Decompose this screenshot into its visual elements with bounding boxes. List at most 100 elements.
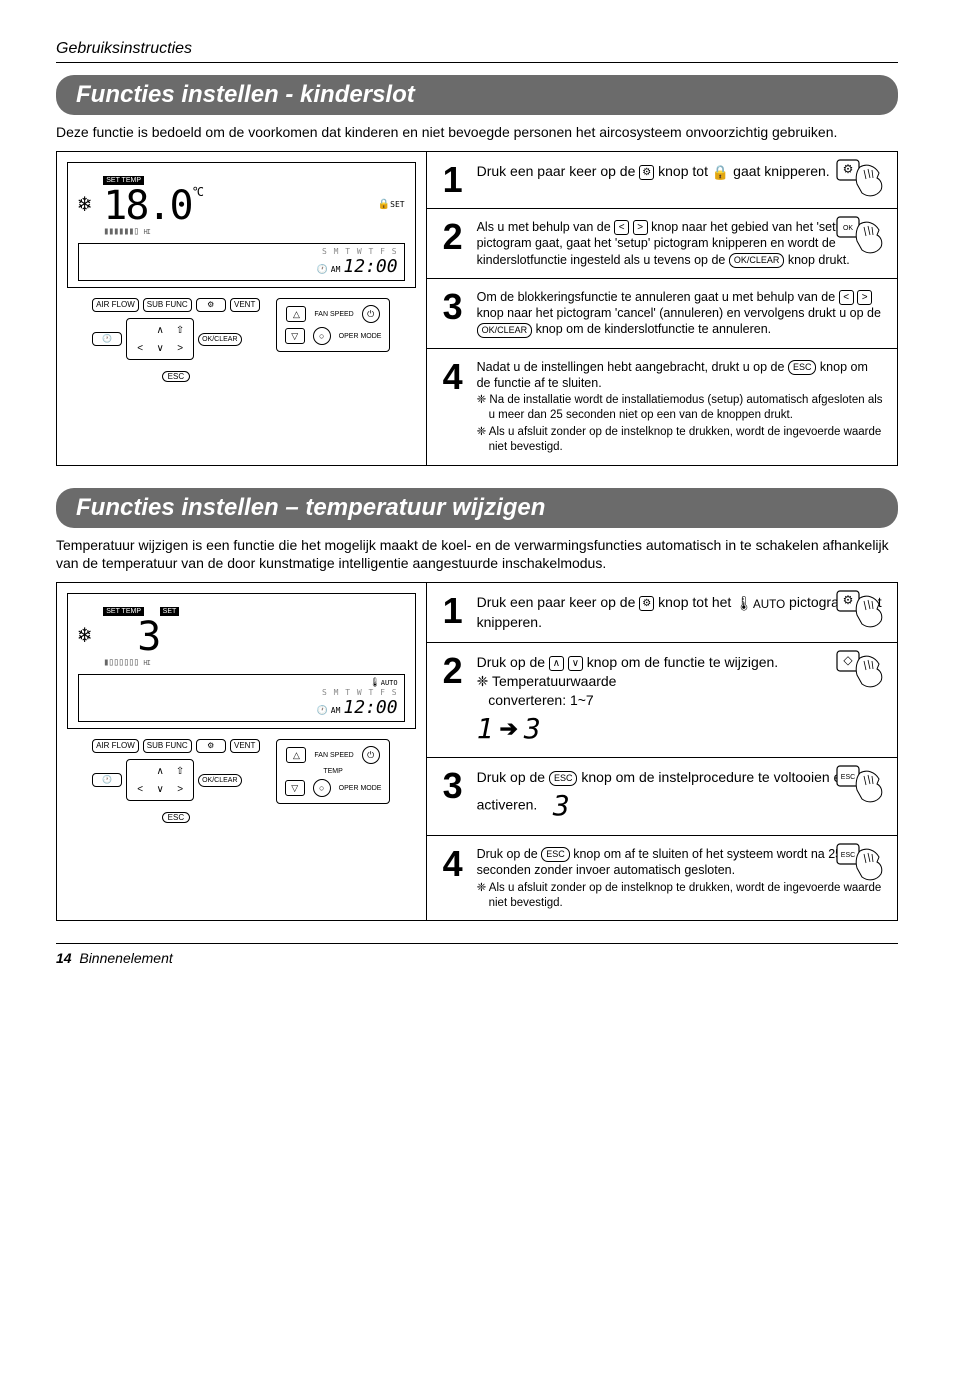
- esc-icon: ESC: [549, 771, 578, 786]
- display-panel-a: ❄ SET TEMP 18.0°C ▮▮▮▮▮▮▯ HI 🔒SET S M T …: [67, 162, 416, 288]
- clock-value: 12:00: [343, 256, 397, 277]
- arrow-pad[interactable]: ∧⇧ <∨>: [126, 759, 194, 801]
- gear-icon: ⚙: [639, 596, 654, 611]
- step: 1 Druk een paar keer op de ⚙ knop tot he…: [427, 583, 897, 643]
- left-icon: <: [839, 290, 854, 305]
- remote-b: △FAN SPEED⏻ TEMP ▽○OPER MODE: [276, 739, 391, 804]
- step-text: Druk een paar keer op de ⚙ knop tot 🔒 ga…: [477, 162, 885, 198]
- controls-a: AIR FLOW SUB FUNC ⚙ VENT 🕐 ∧⇧ <∨> OK/CLE…: [67, 298, 416, 384]
- ok-clear-button[interactable]: OK/CLEAR: [198, 774, 241, 787]
- snowflake-icon: ❄: [78, 192, 91, 217]
- timer-button[interactable]: 🕐: [92, 332, 122, 346]
- section-a-title: Functies instellen - kinderslot: [56, 75, 898, 115]
- step-number: 1: [439, 162, 467, 198]
- svg-text:OK: OK: [843, 225, 853, 232]
- right-icon: >: [857, 290, 872, 305]
- remote-power[interactable]: ⏻: [362, 746, 380, 764]
- clock-row-b: 🌡AUTO S M T W T F S 🕐AM 12:00: [78, 674, 405, 722]
- subfunc-button[interactable]: SUB FUNC: [143, 739, 192, 753]
- remote-a: △FAN SPEED⏻ ▽○OPER MODE: [276, 298, 391, 352]
- footer-label: Binnenelement: [79, 950, 172, 966]
- step-number: 2: [439, 653, 467, 747]
- step: 3 Om de blokkeringsfunctie te annuleren …: [427, 279, 897, 349]
- hand-press-icon: ◇: [835, 649, 889, 702]
- esc-button[interactable]: ESC: [162, 812, 190, 823]
- step-number: 4: [439, 846, 467, 910]
- lock-icon: 🔒: [712, 163, 729, 182]
- step: 1 Druk een paar keer op de ⚙ knop tot 🔒 …: [427, 152, 897, 209]
- remote-up[interactable]: △: [286, 747, 306, 763]
- step-text: Om de blokkeringsfunctie te annuleren ga…: [477, 289, 885, 338]
- page-footer: 14 Binnenelement: [56, 943, 898, 966]
- display-panel-b: ❄ SET TEMP SET 3 ▮▯▯▯▯▯▯ HI 🌡AUTO S M T …: [67, 593, 416, 729]
- step-text: Nadat u de instellingen hebt aangebracht…: [477, 359, 885, 455]
- remote-select[interactable]: ○: [313, 779, 331, 797]
- right-icon: >: [633, 220, 648, 235]
- down-icon: ∨: [568, 656, 583, 671]
- gear-button[interactable]: ⚙: [196, 739, 226, 753]
- airflow-button[interactable]: AIR FLOW: [92, 298, 139, 312]
- svg-text:⚙: ⚙: [843, 162, 854, 176]
- gear-button[interactable]: ⚙: [196, 298, 226, 312]
- section-b-steps: 1 Druk een paar keer op de ⚙ knop tot he…: [427, 583, 897, 920]
- level-bars-b: ▮▯▯▯▯▯▯ HI: [103, 657, 179, 668]
- remote-down[interactable]: ▽: [285, 328, 305, 344]
- esc-icon: ESC: [541, 847, 570, 862]
- up-icon: ∧: [549, 656, 564, 671]
- days-row: S M T W T F S: [322, 247, 398, 256]
- step-text: Druk een paar keer op de ⚙ knop tot het …: [477, 593, 885, 632]
- step-text: Als u met behulp van de < > knop naar he…: [477, 219, 885, 268]
- vent-button[interactable]: VENT: [230, 739, 260, 753]
- step: 4 Nadat u de instellingen hebt aangebrac…: [427, 349, 897, 465]
- remote-down[interactable]: ▽: [285, 780, 305, 796]
- gear-icon: ⚙: [639, 165, 654, 180]
- airflow-button[interactable]: AIR FLOW: [92, 739, 139, 753]
- temp-value-b: 3: [103, 617, 179, 657]
- thermo-auto-icon: 🌡AUTO: [735, 594, 785, 613]
- hand-press-icon: ESC: [835, 764, 889, 817]
- subfunc-button[interactable]: SUB FUNC: [143, 298, 192, 312]
- svg-text:⚙: ⚙: [843, 593, 854, 607]
- controls-b: AIR FLOW SUB FUNC ⚙ VENT 🕐 ∧⇧ <∨> OK/CLE…: [67, 739, 416, 825]
- remote-power[interactable]: ⏻: [362, 305, 380, 323]
- hand-press-icon: OK: [835, 215, 889, 268]
- hand-press-icon: ⚙: [835, 158, 889, 211]
- esc-icon: ESC: [788, 360, 817, 375]
- section-b-intro: Temperatuur wijzigen is een functie die …: [56, 536, 898, 572]
- clock-row: S M T W T F S 🕐AM 12:00: [78, 243, 405, 281]
- ok-clear-button[interactable]: OK/CLEAR: [198, 333, 241, 346]
- section-a-frame: ❄ SET TEMP 18.0°C ▮▮▮▮▮▮▯ HI 🔒SET S M T …: [56, 151, 898, 466]
- step-number: 2: [439, 219, 467, 268]
- left-icon: <: [614, 220, 629, 235]
- step: 3 Druk op de ESC knop om de instelproced…: [427, 758, 897, 836]
- step-text: Druk op de ESC knop om af te sluiten of …: [477, 846, 885, 910]
- temp-value: 18.0°C: [103, 186, 202, 226]
- section-b-left: ❄ SET TEMP SET 3 ▮▯▯▯▯▯▯ HI 🌡AUTO S M T …: [57, 583, 427, 920]
- step-number: 3: [439, 768, 467, 825]
- step: 2 Druk op de ∧ ∨ knop om de functie te w…: [427, 643, 897, 758]
- section-a-steps: 1 Druk een paar keer op de ⚙ knop tot 🔒 …: [427, 152, 897, 465]
- section-b-frame: ❄ SET TEMP SET 3 ▮▯▯▯▯▯▯ HI 🌡AUTO S M T …: [56, 582, 898, 921]
- arrow-pad[interactable]: ∧⇧ <∨>: [126, 318, 194, 360]
- hand-press-icon: ⚙: [835, 589, 889, 642]
- snowflake-icon: ❄: [78, 623, 91, 648]
- esc-button[interactable]: ESC: [162, 371, 190, 382]
- remote-select[interactable]: ○: [313, 327, 331, 345]
- step: 2 Als u met behulp van de < > knop naar …: [427, 209, 897, 279]
- timer-button[interactable]: 🕐: [92, 773, 122, 787]
- step: 4 Druk op de ESC knop om af te sluiten o…: [427, 836, 897, 920]
- page-number: 14: [56, 950, 72, 966]
- section-b-title: Functies instellen – temperatuur wijzige…: [56, 488, 898, 528]
- remote-up[interactable]: △: [286, 306, 306, 322]
- svg-text:ESC: ESC: [841, 852, 855, 859]
- set-badge: SET: [160, 607, 180, 616]
- step-number: 3: [439, 289, 467, 338]
- ok-clear-icon: OK/CLEAR: [729, 253, 785, 268]
- section-a-left: ❄ SET TEMP 18.0°C ▮▮▮▮▮▮▯ HI 🔒SET S M T …: [57, 152, 427, 465]
- step-number: 1: [439, 593, 467, 632]
- ok-clear-icon: OK/CLEAR: [477, 323, 533, 338]
- lock-set-icon: 🔒SET: [378, 199, 405, 210]
- vent-button[interactable]: VENT: [230, 298, 260, 312]
- hand-press-icon: ESC: [835, 842, 889, 895]
- svg-text:◇: ◇: [843, 653, 853, 667]
